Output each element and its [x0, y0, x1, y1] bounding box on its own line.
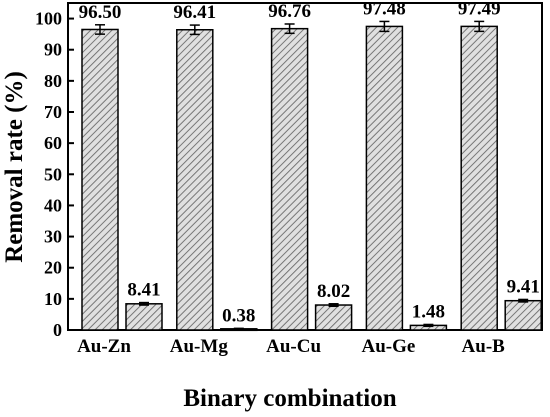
data-label-au-b-2: 9.41: [507, 276, 540, 297]
data-label-au-b-1: 97.49: [458, 0, 501, 19]
data-label-au-zn-1: 96.50: [79, 2, 122, 23]
data-label-au-zn-2: 8.41: [127, 280, 160, 301]
y-tick-label-80: 80: [44, 71, 62, 91]
data-label-au-cu-1: 96.76: [268, 1, 311, 22]
y-axis-title: Removal rate (%): [1, 71, 28, 263]
y-tick-label-20: 20: [44, 258, 62, 278]
error-bar-au-zn-1: [95, 24, 105, 35]
bar-au-zn-1: [81, 28, 119, 331]
y-tick-label-50: 50: [44, 164, 62, 184]
bar-series-group: [81, 20, 542, 332]
error-bar-au-ge-1: [379, 20, 390, 33]
bar-au-b-2: [504, 299, 542, 331]
data-label-au-mg-1: 96.41: [173, 2, 216, 23]
y-tick-label-0: 0: [53, 320, 62, 340]
error-bar-au-ge-2: [423, 323, 434, 328]
error-bar-au-mg-1: [189, 24, 200, 36]
bar-au-cu-2: [314, 304, 353, 331]
y-tick-label-40: 40: [44, 195, 62, 215]
error-bar-au-mg-2: [233, 327, 244, 331]
data-label-au-cu-2: 8.02: [317, 281, 350, 302]
y-tick-label-60: 60: [44, 133, 62, 153]
x-tick-label-au-cu: Au-Cu: [266, 336, 321, 357]
bar-au-zn-2: [125, 303, 163, 331]
x-tick-label-au-b: Au-B: [462, 336, 506, 357]
error-bar-au-cu-1: [284, 23, 295, 35]
x-axis: Au-Zn Au-Mg Au-Cu Au-Ge Au-B: [77, 324, 505, 357]
data-label-au-mg-2: 0.38: [222, 305, 255, 326]
y-axis: 0 10 20 30 40 50 60 70 80 90 100: [35, 9, 74, 340]
y-tick-label-90: 90: [44, 40, 62, 60]
y-tick-label-30: 30: [44, 227, 62, 247]
y-tick-label-10: 10: [44, 289, 62, 309]
bar-au-ge-1: [365, 25, 404, 331]
data-label-au-ge-2: 1.48: [412, 301, 445, 322]
x-tick-label-au-zn: Au-Zn: [77, 336, 131, 357]
x-tick-label-au-ge: Au-Ge: [361, 336, 415, 357]
bar-au-mg-1: [176, 29, 214, 331]
y-tick-label-70: 70: [44, 102, 62, 122]
y-tick-label-100: 100: [35, 9, 62, 29]
error-bar-au-cu-2: [328, 303, 339, 308]
bar-au-b-1: [460, 25, 498, 331]
x-tick-label-au-mg: Au-Mg: [170, 336, 229, 357]
error-bar-au-b-2: [518, 298, 529, 303]
error-bar-au-zn-2: [139, 301, 149, 306]
data-label-group: 96.50 8.41 96.41 0.38 96.76 8.02 97.48 1.48 97.4…: [79, 0, 540, 326]
x-axis-title: Binary combination: [183, 385, 396, 412]
bar-au-cu-1: [270, 27, 309, 331]
data-label-au-ge-1: 97.48: [363, 0, 406, 19]
error-bar-au-b-1: [474, 20, 485, 33]
